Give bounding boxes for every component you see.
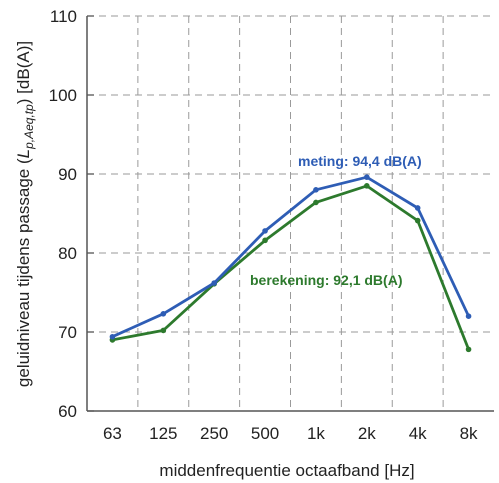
data-point-1 <box>160 327 167 334</box>
y-tick-label: 80 <box>58 244 77 263</box>
x-tick-label: 4k <box>409 424 427 443</box>
x-tick-label: 2k <box>358 424 376 443</box>
data-point-0 <box>262 228 268 234</box>
y-tick-label: 100 <box>49 86 77 105</box>
data-point-0 <box>211 280 217 286</box>
tick-labels: 60 70 80 90 100 110 63 125 250 500 1k 2k 4k 8k <box>49 7 478 443</box>
x-tick-label: 500 <box>251 424 279 443</box>
y-tick-label: 110 <box>50 7 77 26</box>
x-tick-label: 63 <box>103 424 122 443</box>
data-point-1 <box>465 346 472 353</box>
gridlines <box>87 15 494 411</box>
axes <box>86 15 494 412</box>
data-point-0 <box>160 311 167 317</box>
data-point-1 <box>414 217 421 224</box>
y-tick-label: 90 <box>58 165 77 184</box>
data-point-1 <box>364 183 370 189</box>
x-axis-title: middenfrequentie octaafband [Hz] <box>159 461 414 480</box>
x-tick-label: 250 <box>200 424 228 443</box>
y-tick-label: 70 <box>58 323 77 342</box>
y-tick-label: 60 <box>58 402 77 421</box>
data-point-0 <box>109 333 116 340</box>
annotation-meting: meting: 94,4 dB(A) <box>298 153 422 169</box>
data-point-0 <box>414 205 421 211</box>
series-line-0 <box>111 175 470 338</box>
y-axis-title: geluidniveau tijdens passage (Lp,Aeq,tp)… <box>14 41 36 387</box>
x-tick-label: 125 <box>149 424 177 443</box>
y-axis-title-symbol: L <box>14 149 33 158</box>
data-point-1 <box>262 237 268 244</box>
data-point-0 <box>313 187 319 193</box>
y-axis-title-pre: geluidniveau tijdens passage ( <box>14 158 33 387</box>
annotation-berekening: berekening: 92,1 dB(A) <box>250 272 402 288</box>
x-tick-label: 8k <box>460 424 478 443</box>
data-point-0 <box>465 313 472 320</box>
x-tick-label: 1k <box>307 424 325 443</box>
series-line-1 <box>112 184 470 350</box>
series-layer <box>109 174 472 353</box>
data-point-0 <box>364 174 370 180</box>
y-axis-title-subscript: p,Aeq,tp <box>22 104 36 150</box>
data-point-1 <box>313 199 319 206</box>
y-axis-title-post: ) [dB(A)] <box>14 41 33 104</box>
